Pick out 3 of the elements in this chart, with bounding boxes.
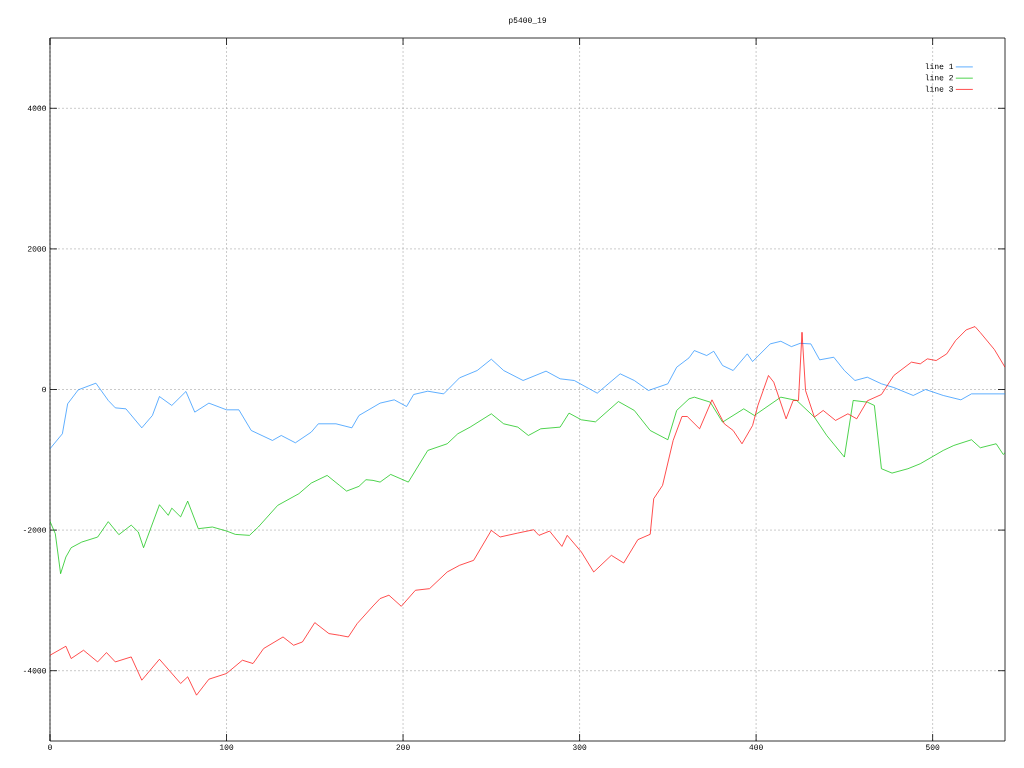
line-series bbox=[50, 396, 1006, 575]
line-series bbox=[50, 326, 1006, 696]
line-series bbox=[50, 340, 1006, 450]
